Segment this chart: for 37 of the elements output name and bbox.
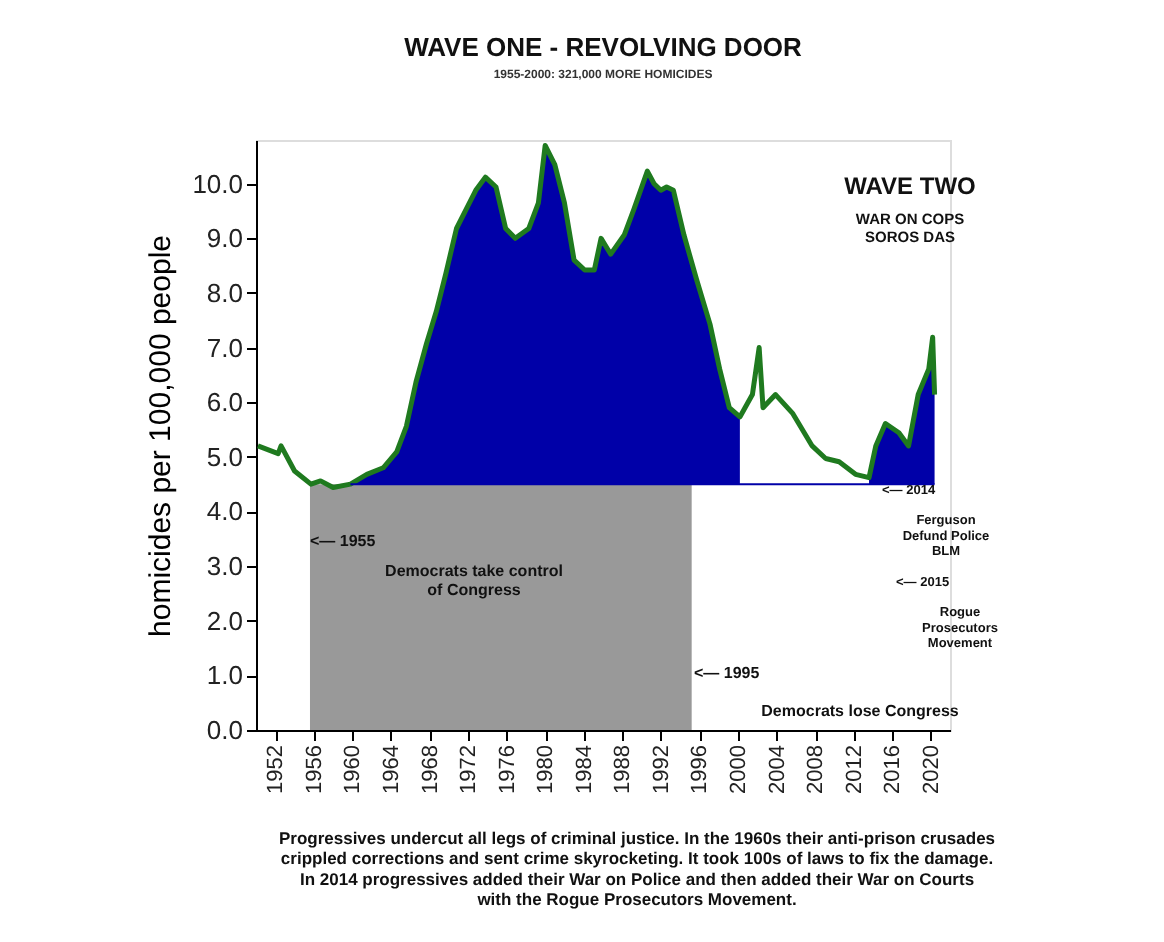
- x-tick-label: 2000: [726, 745, 751, 794]
- y-tick-label: 6.0: [206, 387, 243, 418]
- y-axis-title: homicides per 100,000 people: [144, 235, 179, 637]
- x-tick-label: 1956: [302, 745, 327, 794]
- x-tick-label: 1976: [495, 745, 520, 794]
- x-tick-label: 1972: [457, 745, 482, 794]
- y-tick-label: 9.0: [206, 223, 243, 254]
- x-tick-label: 1952: [264, 745, 289, 794]
- y-tick-label: 4.0: [206, 496, 243, 527]
- annotation: Democrats take control of Congress: [385, 562, 563, 600]
- y-tick-label: 5.0: [206, 441, 243, 472]
- x-tick-label: 1964: [379, 745, 404, 794]
- annotation: WAVE TWO: [844, 172, 976, 200]
- y-tick-label: 3.0: [206, 551, 243, 582]
- x-tick-label: 2008: [804, 745, 829, 794]
- y-tick-label: 7.0: [206, 332, 243, 363]
- text: Progressives undercut all legs of criminal justice. In the 1960s their anti-prison crusades crippled corrections and sent crime skyrocketing. It took 100s of laws to fix the damage. In 2014 progressives added their War on Police and then added their War on Courts with the Rogue Prosecutors Movement.: [278, 828, 996, 910]
- x-tick-label: 1988: [611, 745, 636, 794]
- annotation: <— 1995: [694, 664, 761, 682]
- x-tick-label: 2004: [765, 745, 790, 794]
- x-tick-label: 1992: [649, 745, 674, 794]
- y-tick-label: 2.0: [206, 605, 243, 636]
- x-tick-label: 2012: [842, 745, 867, 794]
- y-tick-label: 1.0: [206, 660, 243, 691]
- x-tick-label: 1968: [418, 745, 443, 794]
- annotation: <— 1955: [310, 532, 377, 550]
- y-tick-label: 0.0: [206, 715, 243, 745]
- annotation: Democrats lose Congress: [761, 702, 960, 720]
- x-tick-label: 1980: [534, 745, 559, 794]
- x-tick-label: 1996: [688, 745, 713, 794]
- y-tick-label: 8.0: [206, 277, 243, 308]
- y-tick-label: 10.0: [192, 168, 243, 199]
- chart-title: WAVE ONE - REVOLVING DOOR: [404, 32, 804, 62]
- x-tick-label: 1960: [341, 745, 366, 794]
- x-tick-label: 2016: [881, 745, 906, 794]
- x-tick-label: 1984: [572, 745, 597, 794]
- x-tick-label: 2020: [919, 745, 944, 794]
